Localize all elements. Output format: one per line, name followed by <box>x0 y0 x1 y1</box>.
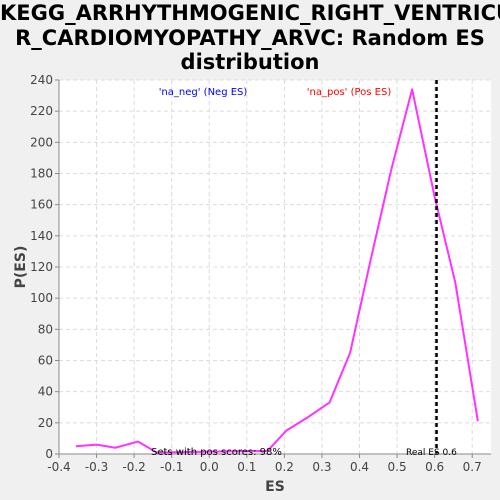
ticks: -0.4 -0.3 -0.2 -0.1 0.0 0.1 0.2 0.3 0.4 0.5 0.6 0.7… <box>30 73 482 474</box>
sets-pos-scores-label: Sets with pos scores: 98% <box>151 447 282 458</box>
y-tick-label: 100 <box>30 291 53 305</box>
x-tick-label: 0.3 <box>312 460 331 474</box>
y-tick-label: 80 <box>38 322 53 336</box>
pos-es-label: 'na_pos' (Pos ES) <box>307 87 392 98</box>
es-distribution-line <box>75 88 479 454</box>
x-tick-label: 0.2 <box>275 460 294 474</box>
x-tick-label: -0.2 <box>122 460 145 474</box>
chart-title-line-1: KEGG_ARRHYTHMOGENIC_RIGHT_VENTRICULA <box>0 1 500 25</box>
y-tick-label: 60 <box>38 354 53 368</box>
chart-title-line-2: R_CARDIOMYOPATHY_ARVC: Random ES <box>15 25 485 50</box>
y-tick-label: 20 <box>38 416 53 430</box>
x-tick-label: -0.4 <box>47 460 70 474</box>
y-tick-label: 220 <box>30 104 53 118</box>
x-tick-label: 0.6 <box>425 460 444 474</box>
y-tick-label: 140 <box>30 229 53 243</box>
y-tick-label: 240 <box>30 73 53 87</box>
y-tick-label: 160 <box>30 198 53 212</box>
x-axis-label: ES <box>265 479 285 495</box>
data-layer <box>75 80 479 454</box>
y-axis-label: P(ES) <box>13 246 29 289</box>
real-es-label: Real ES 0.6 <box>406 448 457 458</box>
x-tick-label: -0.1 <box>160 460 183 474</box>
x-tick-label: 0.4 <box>350 460 369 474</box>
x-tick-label: 0.7 <box>463 460 482 474</box>
x-tick-label: 0.0 <box>200 460 219 474</box>
y-tick-label: 0 <box>45 447 53 461</box>
y-tick-label: 180 <box>30 167 53 181</box>
chart-title-line-3: distribution <box>180 50 320 74</box>
neg-es-label: 'na_neg' (Neg ES) <box>159 87 248 98</box>
chart-title: KEGG_ARRHYTHMOGENIC_RIGHT_VENTRICULA R_C… <box>0 0 500 75</box>
x-tick-label: 0.1 <box>237 460 256 474</box>
x-tick-label: 0.5 <box>388 460 407 474</box>
y-tick-label: 40 <box>38 385 53 399</box>
x-tick-label: -0.3 <box>85 460 108 474</box>
y-tick-label: 120 <box>30 260 53 274</box>
y-tick-label: 200 <box>30 135 53 149</box>
